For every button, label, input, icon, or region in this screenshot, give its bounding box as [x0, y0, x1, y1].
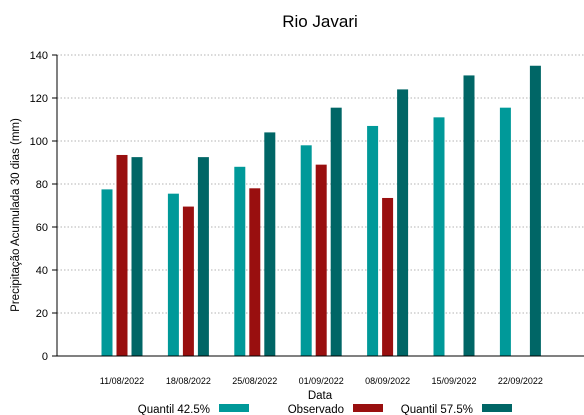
- bar: [116, 154, 128, 356]
- legend-swatch: [219, 404, 249, 412]
- x-tick-label: 01/09/2022: [299, 376, 344, 386]
- bar: [433, 117, 445, 356]
- bar: [300, 145, 312, 356]
- bar: [264, 132, 276, 356]
- bar: [397, 89, 409, 357]
- axes: [56, 55, 584, 357]
- bar: [499, 107, 511, 356]
- bar: [131, 157, 143, 356]
- x-tick-label: 08/09/2022: [365, 376, 410, 386]
- bar: [249, 188, 261, 356]
- x-tick-label: 25/08/2022: [232, 376, 277, 386]
- x-tick-labels: 11/08/2022 18/08/2022 25/08/2022 01/09/2022…: [100, 376, 543, 386]
- legend-label: Observado: [288, 404, 344, 415]
- y-tick-label: 40: [36, 265, 48, 277]
- y-tick-label: 80: [36, 179, 48, 191]
- x-tick-label: 11/08/2022: [100, 376, 144, 386]
- legend-label: Quantil 57.5%: [401, 404, 473, 415]
- y-tick-label: 100: [30, 136, 48, 148]
- y-axis-label: Precipitação Acumulada 30 dias (mm): [10, 118, 22, 312]
- legend-swatch: [353, 404, 383, 412]
- y-tick-labels: 0 20 40 60 80 100 120 140: [30, 50, 48, 363]
- bar: [197, 157, 209, 356]
- bar: [382, 197, 394, 356]
- bar: [234, 166, 246, 356]
- x-tick-label: 15/09/2022: [431, 376, 476, 386]
- legend-swatch: [482, 404, 512, 412]
- legend-label: Quantil 42.5%: [138, 404, 210, 415]
- y-tick-label: 120: [30, 93, 48, 105]
- bar: [367, 125, 379, 356]
- legend: Quantil 42.5% Observado Quantil 57.5%: [138, 404, 512, 415]
- y-tick-label: 140: [30, 50, 48, 62]
- y-tick-label: 20: [36, 308, 48, 320]
- bar: [101, 189, 113, 356]
- x-tick-label: 18/08/2022: [166, 376, 211, 386]
- bar: [330, 107, 342, 356]
- bar: [315, 164, 327, 356]
- x-tick-label: 22/09/2022: [498, 376, 543, 386]
- bar: [167, 193, 179, 356]
- x-axis-label: Data: [308, 390, 333, 402]
- y-tick-label: 0: [42, 351, 48, 363]
- bars: [101, 65, 541, 357]
- bar: [463, 75, 475, 357]
- bar: [182, 206, 194, 356]
- chart-title: Rio Javari: [282, 12, 358, 31]
- y-tick-label: 60: [36, 222, 48, 234]
- bar: [529, 65, 541, 356]
